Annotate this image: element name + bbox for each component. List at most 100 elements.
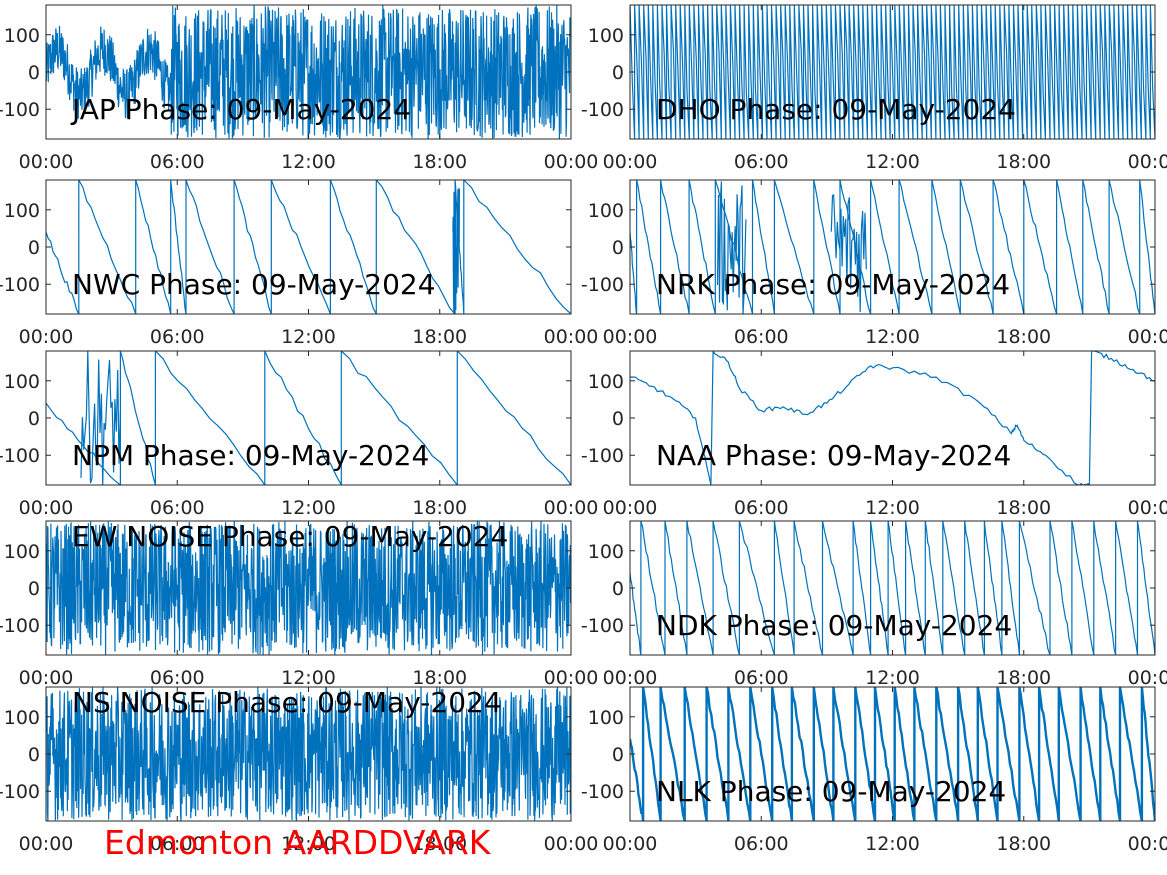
x-tick-label: 00:00 (603, 497, 658, 519)
x-tick-label: 06:00 (150, 833, 205, 855)
phase-series-line (46, 521, 571, 655)
x-tick-label: 06:00 (734, 326, 789, 348)
x-tick-label: 00:00 (19, 667, 74, 689)
y-tick-label: -100 (581, 274, 624, 296)
y-tick-label: 100 (588, 200, 624, 222)
x-tick-label: 00:00 (19, 326, 74, 348)
x-tick-label: 12:00 (865, 833, 920, 855)
x-tick-label: 00:00 (1128, 667, 1167, 689)
phase-series-line (46, 351, 571, 485)
panel-title: NS NOISE Phase: 09-May-2024 (72, 686, 502, 719)
x-tick-label: 00:00 (1128, 151, 1167, 173)
phase-series-line (630, 180, 1155, 314)
panel-title: NLK Phase: 09-May-2024 (656, 775, 1006, 808)
x-tick-label: 00:00 (544, 667, 599, 689)
x-tick-label: 12:00 (281, 326, 336, 348)
phase-panel-6: 100 0 -100 00:00 06:00 12:00 18:00 00:00 NAA Pha… (581, 350, 1167, 519)
y-tick-label: 100 (4, 200, 40, 222)
x-tick-label: 12:00 (281, 497, 336, 519)
noise-band (716, 181, 747, 314)
y-tick-label: 0 (612, 744, 624, 766)
x-tick-label: 12:00 (865, 667, 920, 689)
panel-title: NWC Phase: 09-May-2024 (72, 268, 436, 301)
panel-title: DHO Phase: 09-May-2024 (656, 93, 1016, 126)
phase-series-line (46, 687, 571, 821)
phase-panel-1: 100 0 -100 00:00 06:00 12:00 18:00 00:00 JAP Pha… (0, 4, 599, 173)
y-tick-label: 0 (612, 62, 624, 84)
phase-panel-9: 100 0 -100 00:00 06:00 12:00 18:00 00:00 NS NOIS… (0, 686, 598, 855)
x-tick-label: 00:00 (544, 151, 599, 173)
x-tick-label: 12:00 (281, 833, 336, 855)
noise-band (830, 193, 867, 313)
x-tick-label: 00:00 (1128, 497, 1167, 519)
x-tick-label: 00:00 (544, 326, 599, 348)
x-tick-label: 18:00 (996, 667, 1051, 689)
y-tick-label: -100 (581, 99, 624, 121)
phase-panel-2: 100 0 -100 00:00 06:00 12:00 18:00 00:00 DHO Pha… (581, 4, 1167, 173)
x-tick-label: 06:00 (734, 833, 789, 855)
x-tick-label: 18:00 (412, 667, 467, 689)
x-tick-label: 00:00 (603, 326, 658, 348)
y-tick-label: -100 (0, 615, 40, 637)
x-tick-label: 12:00 (281, 151, 336, 173)
x-tick-label: 06:00 (150, 151, 205, 173)
x-tick-label: 12:00 (281, 667, 336, 689)
y-tick-label: 0 (612, 408, 624, 430)
x-tick-label: 18:00 (412, 326, 467, 348)
x-tick-label: 18:00 (412, 151, 467, 173)
y-tick-label: -100 (0, 274, 40, 296)
panel-title: NRK Phase: 09-May-2024 (656, 268, 1010, 301)
phase-series-line (630, 5, 1155, 139)
x-tick-label: 00:00 (19, 497, 74, 519)
x-tick-label: 00:00 (544, 497, 599, 519)
phase-series-line (46, 180, 571, 314)
y-tick-label: 0 (28, 744, 40, 766)
phase-panel-5: 100 0 -100 00:00 06:00 12:00 18:00 00:00 NPM Pha… (0, 350, 599, 519)
panel-title: NPM Phase: 09-May-2024 (72, 439, 429, 472)
x-tick-label: 00:00 (603, 667, 658, 689)
y-tick-label: 0 (612, 578, 624, 600)
y-tick-label: 0 (28, 62, 40, 84)
y-tick-label: -100 (581, 781, 624, 803)
phase-panel-10: 100 0 -100 00:00 06:00 12:00 18:00 00:00 NLK Pha… (581, 686, 1167, 855)
x-tick-label: 06:00 (734, 151, 789, 173)
phase-series-line (630, 351, 1155, 485)
y-tick-label: -100 (0, 445, 40, 467)
y-tick-label: 0 (28, 237, 40, 259)
y-tick-label: 100 (588, 371, 624, 393)
y-tick-label: 100 (4, 25, 40, 47)
x-tick-label: 00:00 (1128, 833, 1167, 855)
phase-series-line (630, 687, 1155, 821)
y-tick-label: 0 (612, 237, 624, 259)
phase-panel-8: 100 0 -100 00:00 06:00 12:00 18:00 00:00 NDK Pha… (581, 520, 1167, 689)
x-tick-label: 06:00 (734, 497, 789, 519)
x-tick-label: 18:00 (996, 326, 1051, 348)
y-tick-label: 100 (588, 25, 624, 47)
panel-title: JAP Phase: 09-May-2024 (70, 93, 411, 126)
x-tick-label: 18:00 (996, 151, 1051, 173)
phase-panel-4: 100 0 -100 00:00 06:00 12:00 18:00 00:00 NRK Pha… (581, 179, 1167, 348)
y-tick-label: -100 (0, 781, 40, 803)
x-tick-label: 06:00 (150, 326, 205, 348)
panel-title: NAA Phase: 09-May-2024 (656, 439, 1011, 472)
x-tick-label: 12:00 (865, 151, 920, 173)
x-tick-label: 18:00 (996, 833, 1051, 855)
x-tick-label: 06:00 (150, 497, 205, 519)
y-tick-label: 100 (4, 707, 40, 729)
y-tick-label: 0 (28, 578, 40, 600)
phase-panel-7: 100 0 -100 00:00 06:00 12:00 18:00 00:00 EW NOIS… (0, 520, 598, 689)
x-tick-label: 06:00 (150, 667, 205, 689)
y-tick-label: 100 (588, 541, 624, 563)
x-tick-label: 18:00 (996, 497, 1051, 519)
x-tick-label: 12:00 (865, 497, 920, 519)
x-tick-label: 06:00 (734, 667, 789, 689)
phase-panel-3: 100 0 -100 00:00 06:00 12:00 18:00 00:00 NWC Pha… (0, 179, 599, 348)
x-tick-label: 18:00 (412, 833, 467, 855)
y-tick-label: 100 (588, 707, 624, 729)
x-tick-label: 00:00 (544, 833, 599, 855)
y-tick-label: 100 (4, 371, 40, 393)
y-tick-label: -100 (581, 445, 624, 467)
x-tick-label: 12:00 (865, 326, 920, 348)
x-tick-label: 00:00 (19, 833, 74, 855)
